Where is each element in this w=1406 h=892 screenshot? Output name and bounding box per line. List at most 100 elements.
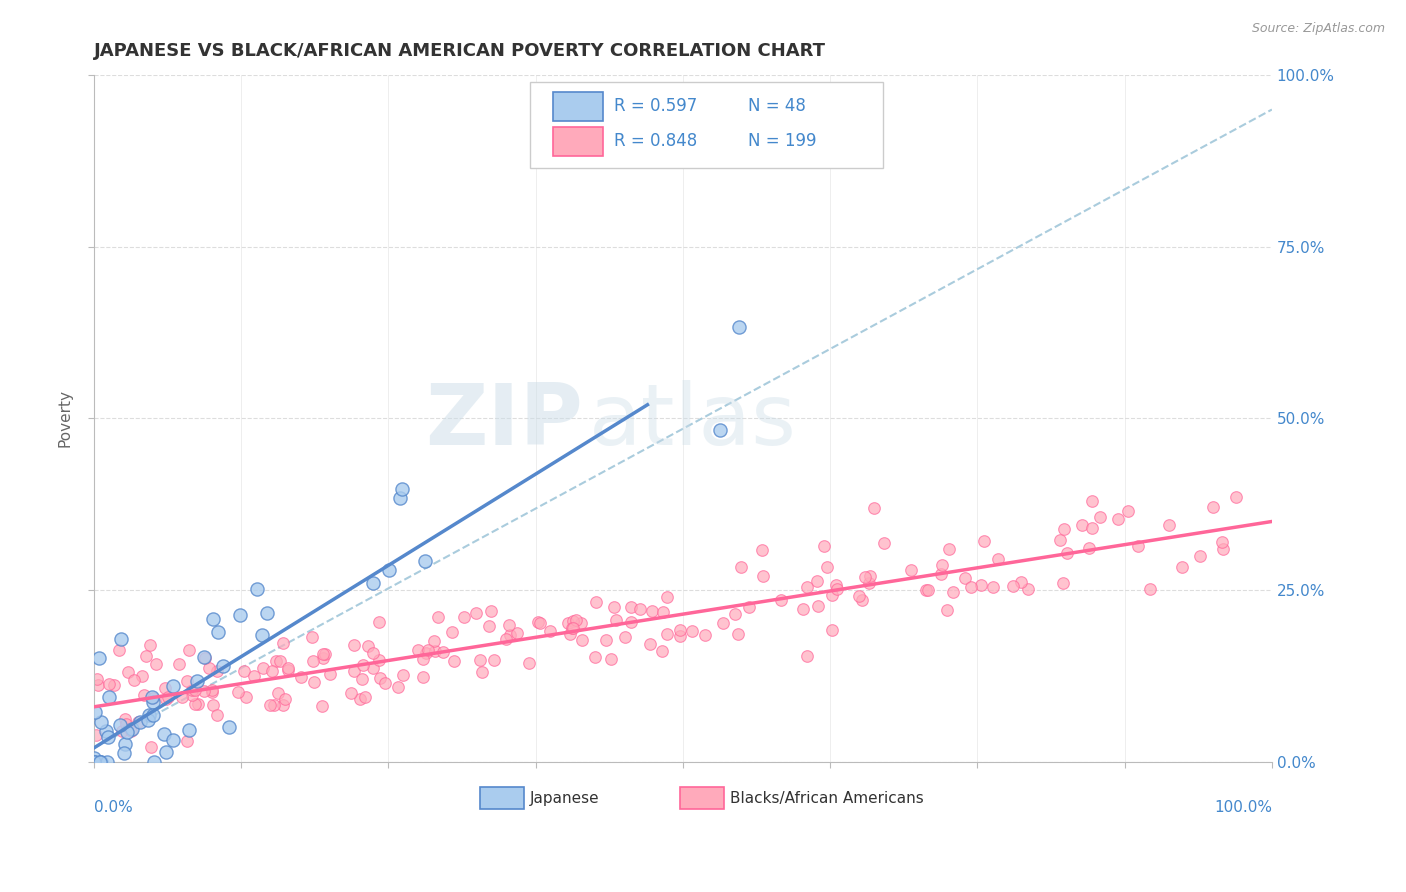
Point bbox=[1081, 521, 1104, 535]
Point bbox=[84, 755, 107, 769]
Point bbox=[1070, 518, 1092, 533]
Point bbox=[412, 652, 434, 666]
Point bbox=[1202, 500, 1225, 515]
Point bbox=[416, 643, 439, 657]
Point bbox=[571, 633, 593, 648]
Point bbox=[695, 628, 717, 642]
Point bbox=[427, 610, 450, 624]
Point bbox=[193, 649, 215, 664]
Point bbox=[83, 751, 105, 765]
Point bbox=[730, 559, 752, 574]
Point bbox=[638, 637, 661, 651]
Point bbox=[98, 690, 121, 705]
Point bbox=[162, 679, 184, 693]
Point bbox=[142, 707, 165, 722]
Point bbox=[585, 595, 607, 609]
Point bbox=[796, 580, 818, 594]
Point bbox=[392, 668, 415, 682]
Point bbox=[595, 632, 617, 647]
Text: N = 48: N = 48 bbox=[748, 97, 806, 115]
Point bbox=[368, 671, 391, 685]
Point bbox=[498, 618, 520, 632]
Point bbox=[349, 691, 371, 706]
Point bbox=[499, 628, 522, 642]
Point bbox=[301, 655, 323, 669]
Point bbox=[201, 683, 224, 698]
Point bbox=[142, 690, 165, 705]
Point bbox=[807, 599, 830, 613]
Point bbox=[194, 651, 217, 665]
Point bbox=[252, 660, 274, 674]
Point bbox=[681, 624, 703, 639]
Point bbox=[96, 724, 118, 739]
Point bbox=[651, 644, 673, 658]
Point bbox=[391, 482, 413, 496]
Point bbox=[193, 684, 215, 698]
Text: Blacks/African Americans: Blacks/African Americans bbox=[730, 790, 924, 805]
Point bbox=[207, 625, 229, 640]
Point bbox=[96, 755, 118, 769]
Point bbox=[89, 755, 111, 769]
Point bbox=[181, 688, 204, 702]
Point bbox=[641, 604, 664, 618]
Point bbox=[155, 745, 177, 759]
Point bbox=[858, 576, 880, 591]
Point bbox=[813, 539, 835, 553]
Point bbox=[177, 642, 200, 657]
Point bbox=[482, 653, 505, 667]
Point bbox=[796, 648, 818, 663]
Point bbox=[605, 613, 627, 627]
Point bbox=[90, 755, 112, 769]
Point bbox=[121, 722, 143, 736]
Point bbox=[1157, 518, 1180, 533]
Point bbox=[114, 738, 136, 752]
Point bbox=[423, 644, 446, 658]
Point bbox=[806, 574, 828, 588]
Point bbox=[302, 675, 325, 690]
Point bbox=[751, 568, 773, 582]
Text: Japanese: Japanese bbox=[530, 790, 599, 805]
Point bbox=[90, 714, 112, 729]
Point bbox=[170, 690, 193, 705]
Point bbox=[981, 580, 1004, 594]
Point bbox=[815, 560, 838, 574]
Point bbox=[273, 698, 295, 712]
Point bbox=[145, 657, 167, 672]
Point bbox=[205, 708, 228, 723]
Point bbox=[186, 673, 208, 688]
Point bbox=[406, 643, 429, 657]
Point bbox=[440, 625, 463, 640]
Point bbox=[1139, 582, 1161, 596]
Point bbox=[938, 542, 960, 557]
Point bbox=[970, 577, 993, 591]
FancyBboxPatch shape bbox=[553, 92, 603, 120]
Point bbox=[184, 683, 207, 698]
Point bbox=[1053, 522, 1076, 536]
Point bbox=[821, 588, 844, 602]
Point bbox=[108, 718, 131, 732]
Point bbox=[343, 664, 366, 678]
Point bbox=[250, 628, 273, 642]
Point bbox=[620, 615, 643, 630]
Text: JAPANESE VS BLACK/AFRICAN AMERICAN POVERTY CORRELATION CHART: JAPANESE VS BLACK/AFRICAN AMERICAN POVER… bbox=[94, 42, 825, 60]
Point bbox=[277, 661, 299, 675]
Point bbox=[374, 676, 396, 690]
FancyBboxPatch shape bbox=[530, 82, 883, 168]
Point bbox=[89, 755, 111, 769]
Point bbox=[132, 688, 155, 702]
Point bbox=[527, 615, 550, 629]
Point bbox=[120, 723, 142, 738]
Point bbox=[900, 564, 922, 578]
Point bbox=[83, 705, 105, 719]
Point bbox=[929, 567, 952, 582]
Point bbox=[863, 501, 886, 516]
Point bbox=[655, 627, 678, 641]
Point bbox=[235, 690, 257, 704]
Point bbox=[942, 584, 965, 599]
Point bbox=[724, 607, 747, 621]
Point bbox=[267, 686, 290, 700]
Point bbox=[1211, 535, 1233, 549]
Point bbox=[917, 582, 939, 597]
Point bbox=[377, 563, 399, 577]
Point bbox=[167, 657, 190, 671]
